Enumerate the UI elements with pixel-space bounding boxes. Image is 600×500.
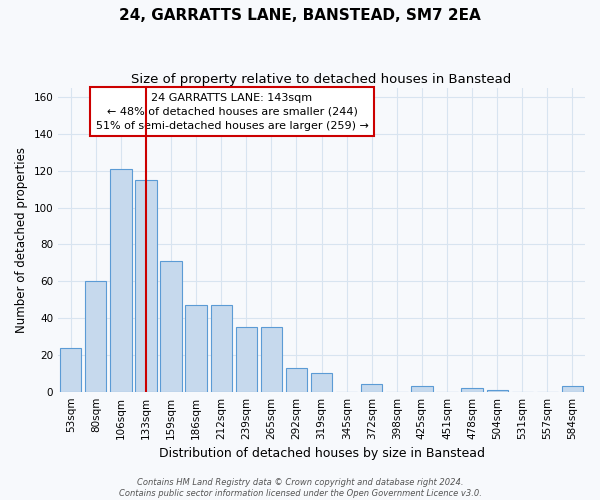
Bar: [286, 368, 307, 392]
Bar: [487, 390, 508, 392]
Bar: [461, 388, 483, 392]
Bar: [136, 180, 157, 392]
Bar: [211, 305, 232, 392]
Bar: [411, 386, 433, 392]
Bar: [60, 348, 82, 392]
Title: Size of property relative to detached houses in Banstead: Size of property relative to detached ho…: [131, 72, 512, 86]
Y-axis label: Number of detached properties: Number of detached properties: [15, 147, 28, 333]
Bar: [85, 282, 106, 392]
Bar: [110, 169, 131, 392]
X-axis label: Distribution of detached houses by size in Banstead: Distribution of detached houses by size …: [158, 447, 485, 460]
Bar: [236, 328, 257, 392]
Bar: [261, 328, 282, 392]
Text: 24, GARRATTS LANE, BANSTEAD, SM7 2EA: 24, GARRATTS LANE, BANSTEAD, SM7 2EA: [119, 8, 481, 22]
Bar: [160, 261, 182, 392]
Bar: [311, 374, 332, 392]
Text: Contains HM Land Registry data © Crown copyright and database right 2024.
Contai: Contains HM Land Registry data © Crown c…: [119, 478, 481, 498]
Bar: [361, 384, 382, 392]
Bar: [562, 386, 583, 392]
Text: 24 GARRATTS LANE: 143sqm
← 48% of detached houses are smaller (244)
51% of semi-: 24 GARRATTS LANE: 143sqm ← 48% of detach…: [95, 92, 368, 130]
Bar: [185, 305, 207, 392]
